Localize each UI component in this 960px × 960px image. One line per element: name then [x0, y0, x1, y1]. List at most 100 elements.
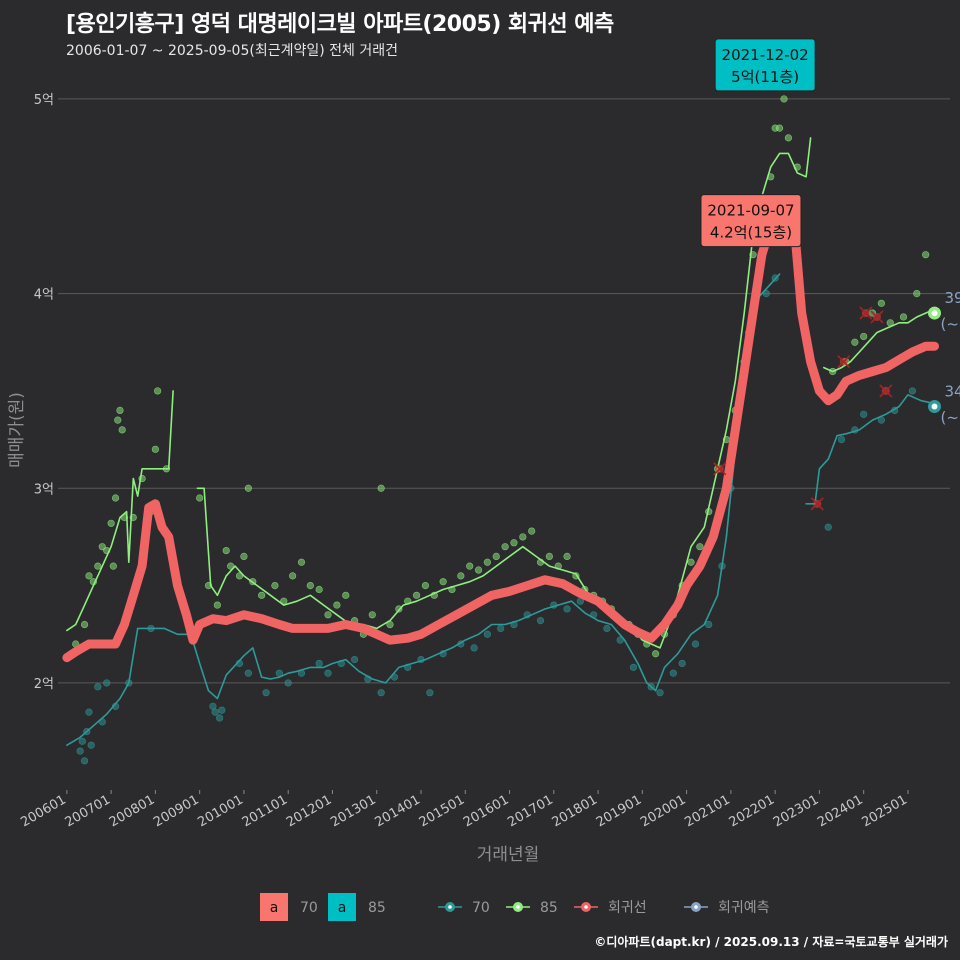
x-tick-label: 201001 [195, 792, 245, 830]
scatter-point-s70 [315, 659, 323, 668]
scatter-point-s85 [271, 581, 279, 590]
scatter-point-s70 [244, 669, 252, 677]
scatter-point-s70 [824, 523, 832, 531]
legend-dot-center [694, 905, 698, 909]
scatter-point-s85 [519, 533, 527, 541]
x-tick-label: 201901 [594, 792, 644, 830]
x-tick-label: 201701 [505, 792, 555, 830]
scatter-point-s85 [368, 611, 376, 619]
scatter-point-s85 [922, 251, 930, 259]
scatter-point-s85 [342, 591, 350, 599]
outlier-markers [713, 306, 893, 511]
outlier-cross [810, 497, 824, 511]
scatter-point-s85 [111, 494, 120, 502]
end-value-label: 34,150 [945, 383, 960, 401]
x-axis-title: 거래년월 [477, 845, 540, 865]
x-tick-label: 202201 [727, 792, 777, 830]
legend-label: 85 [368, 900, 386, 916]
series-line-s85 [823, 308, 936, 373]
scatter-point-s85 [784, 134, 793, 142]
x-tick-label: 201601 [461, 792, 511, 830]
scatter-point-s85 [780, 95, 788, 103]
outlier-marker [837, 355, 851, 369]
series-lines [62, 137, 939, 746]
scatter-point-s85 [85, 572, 93, 580]
x-tick-label: 202001 [638, 792, 688, 830]
chart-subtitle: 2006-01-07 ~ 2025-09-05(최근계약일) 전체 거래건 [66, 43, 398, 59]
scatter-point-s85 [227, 562, 235, 570]
annotation-band70: 2021-09-07 4.2억(15층) [700, 194, 802, 248]
legend-label: 회귀예측 [718, 900, 770, 916]
scatter-point-s70 [656, 689, 664, 697]
scatter-point-s85 [333, 601, 341, 609]
x-tick-label: 200701 [63, 792, 113, 830]
x-tick-label: 200801 [107, 792, 157, 830]
scatter-point-s70 [218, 706, 226, 714]
scatter-point-s85 [289, 572, 297, 580]
legend-label: 70 [472, 900, 490, 916]
scatter-point-s70 [563, 605, 571, 613]
scatter-point-s70 [426, 689, 434, 697]
x-tick-label: 201501 [417, 792, 467, 830]
series-line-s70 [805, 394, 936, 505]
scatter-point-s85 [116, 406, 124, 415]
scatter-point-s70 [762, 290, 770, 298]
outlier-cross [879, 384, 893, 398]
legend-key-glyph: a [338, 900, 347, 916]
scatter-point-s70 [284, 679, 292, 687]
outlier-marker [879, 384, 893, 398]
legend-label: 85 [540, 900, 558, 916]
scatter-point-s70 [483, 630, 491, 638]
regression-line [62, 197, 939, 663]
legend-key-glyph: a [270, 900, 279, 916]
end-area-label: (~70㎡) [941, 409, 960, 427]
scatter-point-s85 [240, 552, 248, 561]
outlier-cross [837, 355, 851, 369]
x-tick-labels: 2006012007012008012009012010012011012012… [18, 790, 910, 830]
scatter-point-s85 [545, 552, 553, 561]
x-tick-label: 201101 [240, 792, 290, 830]
scatter-point-s85 [222, 546, 230, 555]
scatter-point-s70 [629, 663, 638, 671]
scatter-point-s70 [669, 669, 677, 677]
chart-title: [용인기흥구] 영덕 대명레이크빌 아파트(2005) 회귀선 예측 [66, 12, 614, 37]
scatter-point-s85 [244, 484, 252, 492]
scatter-point-s85 [118, 426, 126, 434]
scatter-point-s85 [196, 494, 204, 502]
x-tick-label: 202501 [859, 792, 909, 830]
series-line-s85 [196, 137, 812, 649]
annotation-band85: 2021-12-02 5억(11층) [714, 38, 816, 92]
scatter-point-s70 [324, 669, 332, 677]
scatter-point-s85 [324, 611, 332, 619]
annotation-date: 2021-09-07 [707, 202, 794, 220]
scatter-point-s70 [211, 708, 219, 716]
scatter-point-s70 [80, 757, 89, 765]
scatter-point-s85 [109, 562, 117, 570]
x-tick-label: 201201 [284, 792, 334, 830]
scatter-point-s70 [377, 689, 385, 697]
y-axis-title: 매매가(원) [7, 392, 27, 468]
scatter-point-s85 [528, 527, 536, 535]
outlier-cross [870, 310, 884, 324]
scatter-point-s70 [497, 624, 505, 633]
scatter-point-s85 [306, 581, 314, 590]
legend-key-band70 [260, 893, 288, 921]
scatter-point-s85 [492, 552, 500, 561]
scatter-point-s85 [457, 572, 465, 580]
series-line-s85 [66, 390, 174, 632]
y-tick-label: 4억 [34, 288, 54, 303]
scatter-point-s85 [474, 566, 483, 574]
outlier-marker [810, 497, 824, 511]
scatter-point-s85 [775, 124, 784, 132]
scatter-point-s70 [94, 683, 102, 691]
scatter-point-s85 [297, 558, 306, 566]
scatter-point-s70 [78, 737, 86, 745]
outlier-cross [713, 462, 727, 476]
scatter-point-s70 [705, 620, 713, 629]
legend-label: 회귀선 [608, 900, 647, 916]
scatter-point-s70 [908, 387, 916, 395]
scatter-point-s85 [421, 581, 430, 590]
legend-label: 70 [300, 900, 318, 916]
legend-dot-center [448, 905, 452, 909]
x-tick-label: 201801 [550, 792, 600, 830]
